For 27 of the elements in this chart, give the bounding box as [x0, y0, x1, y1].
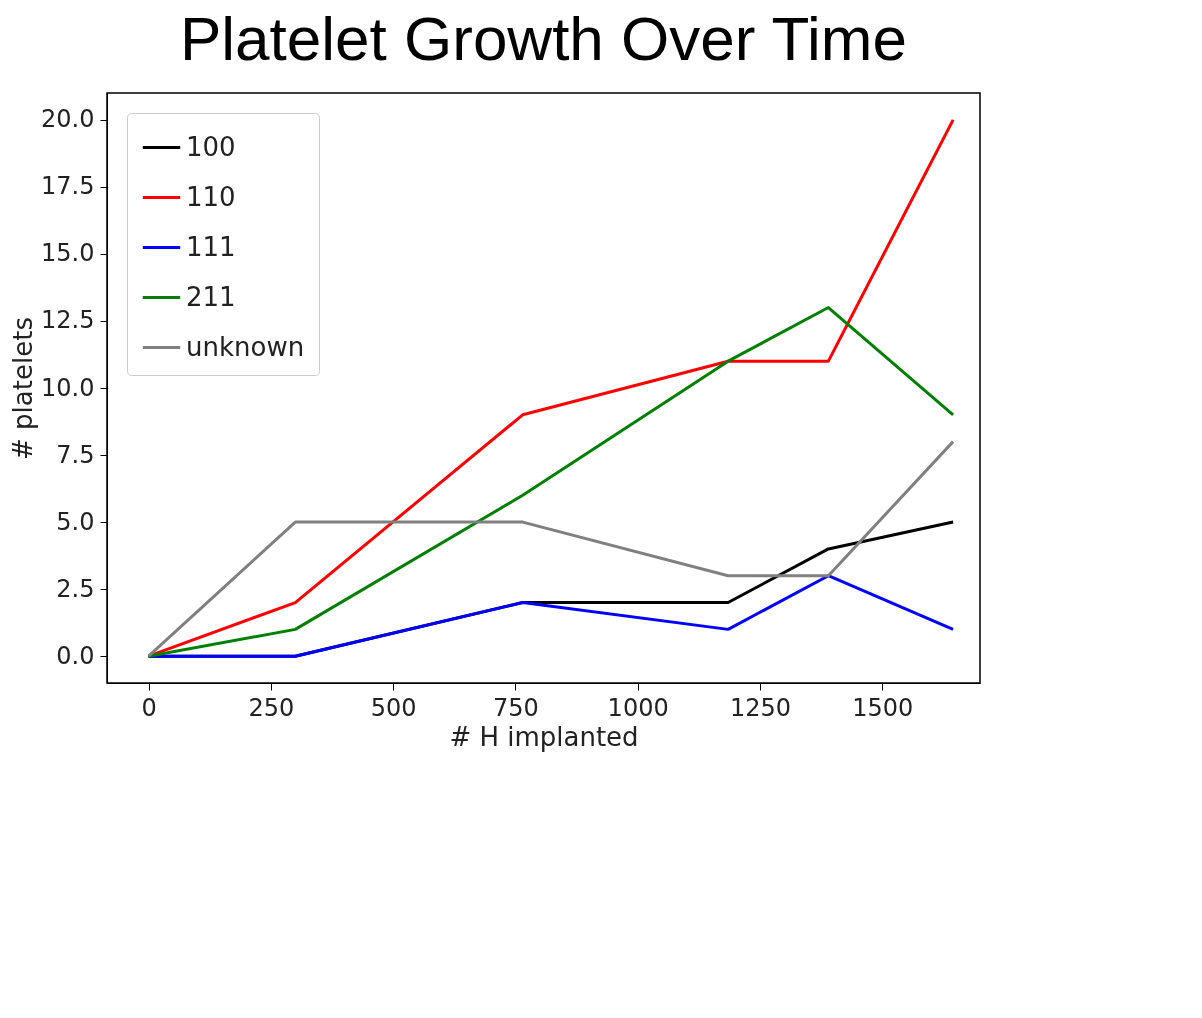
y-tick-label: 7.5 [56, 440, 95, 469]
y-tick-label: 2.5 [56, 574, 95, 603]
y-axis-title: # platelets [8, 317, 39, 460]
legend-label: 100 [186, 131, 236, 162]
x-tick-label: 0 [141, 693, 157, 722]
line-series [147, 574, 955, 658]
x-axis-title: # H implanted [449, 721, 639, 752]
x-tick-label: 500 [370, 693, 417, 722]
chart-title: Platelet Growth Over Time [179, 4, 908, 73]
legend-label: 111 [186, 231, 236, 262]
y-tick-label: 12.5 [41, 306, 95, 335]
x-tick-label: 1500 [852, 693, 914, 722]
y-tick-label: 10.0 [41, 373, 95, 402]
x-tick-label: 1000 [607, 693, 669, 722]
line-series [147, 440, 955, 658]
legend-label: 211 [186, 281, 236, 312]
line-series [147, 306, 955, 658]
legend-label: unknown [186, 331, 305, 362]
x-tick-label: 750 [492, 693, 539, 722]
y-tick-label: 15.0 [41, 239, 95, 268]
y-tick-label: 5.0 [56, 507, 95, 536]
y-tick-label: 17.5 [41, 172, 95, 201]
x-tick-label: 1250 [729, 693, 791, 722]
x-tick-label: 250 [248, 693, 295, 722]
y-tick-label: 0.0 [56, 641, 95, 670]
legend-label: 110 [186, 181, 236, 212]
y-tick-label: 20.0 [41, 105, 95, 134]
